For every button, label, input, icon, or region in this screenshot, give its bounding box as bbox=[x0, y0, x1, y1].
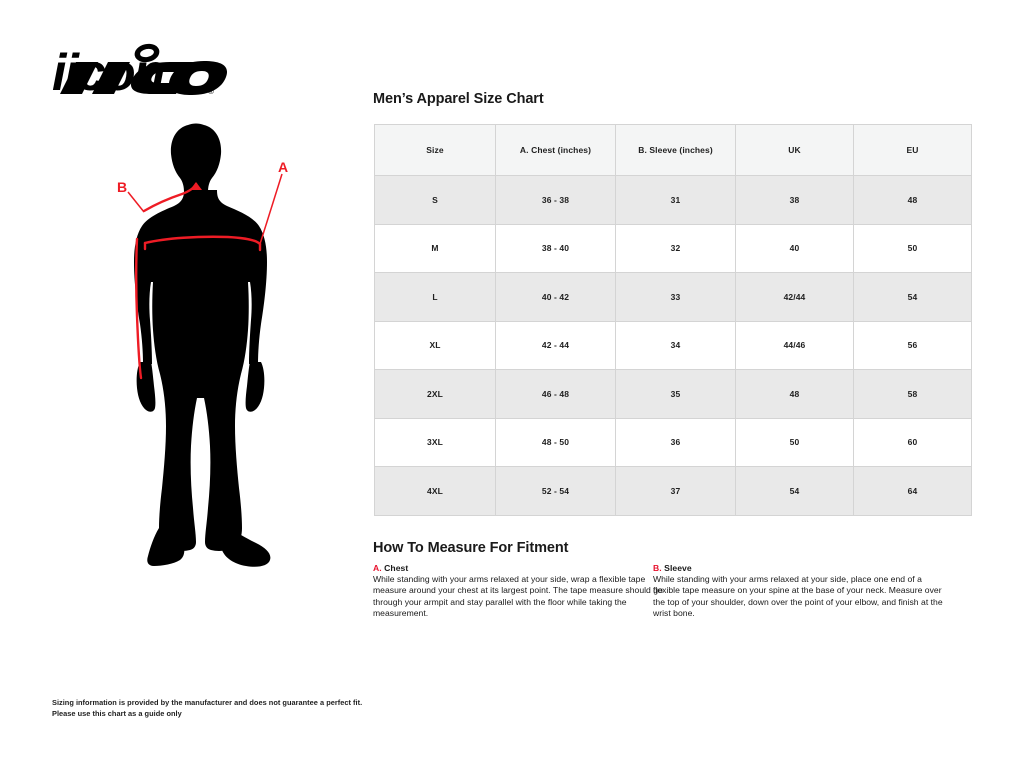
table-row: 4XL 52 - 54 37 54 64 bbox=[374, 466, 972, 516]
measure-item-sleeve-text: While standing with your arms relaxed at… bbox=[653, 574, 943, 619]
cell-size: 3XL bbox=[374, 417, 496, 467]
table-row: M 38 - 40 32 40 50 bbox=[374, 223, 972, 273]
cell-uk: 50 bbox=[735, 417, 854, 467]
table-row: L 40 - 42 33 42/44 54 bbox=[374, 272, 972, 322]
cell-sleeve: 31 bbox=[615, 175, 736, 225]
table-row: 2XL 46 - 48 35 48 58 bbox=[374, 369, 972, 419]
cell-uk: 38 bbox=[735, 175, 854, 225]
cell-chest: 38 - 40 bbox=[495, 223, 616, 273]
cell-chest: 42 - 44 bbox=[495, 320, 616, 370]
cell-eu: 60 bbox=[853, 417, 972, 467]
brand-logo: iicon ® bbox=[52, 38, 227, 100]
disclaimer-line-1: Sizing information is provided by the ma… bbox=[52, 698, 363, 707]
cell-size: M bbox=[374, 223, 496, 273]
column-header-size: Size bbox=[374, 124, 496, 176]
cell-sleeve: 37 bbox=[615, 466, 736, 516]
table-header-row: Size A. Chest (inches) B. Sleeve (inches… bbox=[374, 124, 972, 176]
cell-uk: 48 bbox=[735, 369, 854, 419]
icon-wordmark-logo: iicon ® bbox=[52, 43, 227, 100]
cell-uk: 42/44 bbox=[735, 272, 854, 322]
cell-size: XL bbox=[374, 320, 496, 370]
measure-item-chest-text: While standing with your arms relaxed at… bbox=[373, 574, 663, 619]
cell-chest: 52 - 54 bbox=[495, 466, 616, 516]
measure-item-sleeve: B. Sleeve While standing with your arms … bbox=[653, 563, 943, 620]
leader-line-a bbox=[259, 173, 283, 245]
column-header-sleeve: B. Sleeve (inches) bbox=[615, 124, 736, 176]
disclaimer-line-2: Please use this chart as a guide only bbox=[52, 709, 182, 718]
cell-sleeve: 36 bbox=[615, 417, 736, 467]
cell-eu: 58 bbox=[853, 369, 972, 419]
measure-name-b: Sleeve bbox=[664, 563, 692, 573]
cell-size: L bbox=[374, 272, 496, 322]
chest-measure-line bbox=[143, 235, 262, 252]
measure-marker-a: A. bbox=[373, 563, 382, 573]
cell-chest: 40 - 42 bbox=[495, 272, 616, 322]
cell-eu: 56 bbox=[853, 320, 972, 370]
measure-marker-b: B. bbox=[653, 563, 662, 573]
cell-eu: 50 bbox=[853, 223, 972, 273]
cell-sleeve: 35 bbox=[615, 369, 736, 419]
cell-chest: 46 - 48 bbox=[495, 369, 616, 419]
cell-uk: 44/46 bbox=[735, 320, 854, 370]
size-chart-table: Size A. Chest (inches) B. Sleeve (inches… bbox=[374, 124, 972, 516]
cell-eu: 54 bbox=[853, 272, 972, 322]
column-header-eu: EU bbox=[853, 124, 972, 176]
table-row: S 36 - 38 31 38 48 bbox=[374, 175, 972, 225]
measure-section-heading: How To Measure For Fitment bbox=[373, 540, 569, 556]
column-header-chest: A. Chest (inches) bbox=[495, 124, 616, 176]
cell-sleeve: 34 bbox=[615, 320, 736, 370]
column-header-uk: UK bbox=[735, 124, 854, 176]
table-row: 3XL 48 - 50 36 50 60 bbox=[374, 417, 972, 467]
cell-eu: 48 bbox=[853, 175, 972, 225]
cell-size: 4XL bbox=[374, 466, 496, 516]
trademark-mark: ® bbox=[208, 87, 214, 96]
measure-item-chest: A. Chest While standing with your arms r… bbox=[373, 563, 663, 620]
table-row: XL 42 - 44 34 44/46 56 bbox=[374, 320, 972, 370]
measure-item-sleeve-title: B. Sleeve bbox=[653, 563, 943, 573]
leader-line-b bbox=[127, 191, 145, 213]
annotation-label-a: A bbox=[278, 159, 288, 175]
svg-text:iicon: iicon bbox=[52, 44, 164, 100]
cell-sleeve: 32 bbox=[615, 223, 736, 273]
measure-name-a: Chest bbox=[384, 563, 409, 573]
cell-uk: 40 bbox=[735, 223, 854, 273]
cell-size: 2XL bbox=[374, 369, 496, 419]
male-torso-silhouette-icon: A B bbox=[117, 123, 288, 567]
cell-eu: 64 bbox=[853, 466, 972, 516]
measure-item-chest-title: A. Chest bbox=[373, 563, 663, 573]
page-title: Men’s Apparel Size Chart bbox=[373, 91, 544, 107]
disclaimer: Sizing information is provided by the ma… bbox=[52, 697, 472, 719]
mannequin-figure: A B bbox=[104, 116, 314, 572]
cell-chest: 36 - 38 bbox=[495, 175, 616, 225]
cell-size: S bbox=[374, 175, 496, 225]
sleeve-arrow-head bbox=[190, 182, 202, 190]
cell-chest: 48 - 50 bbox=[495, 417, 616, 467]
annotation-label-b: B bbox=[117, 179, 127, 195]
cell-sleeve: 33 bbox=[615, 272, 736, 322]
cell-uk: 54 bbox=[735, 466, 854, 516]
